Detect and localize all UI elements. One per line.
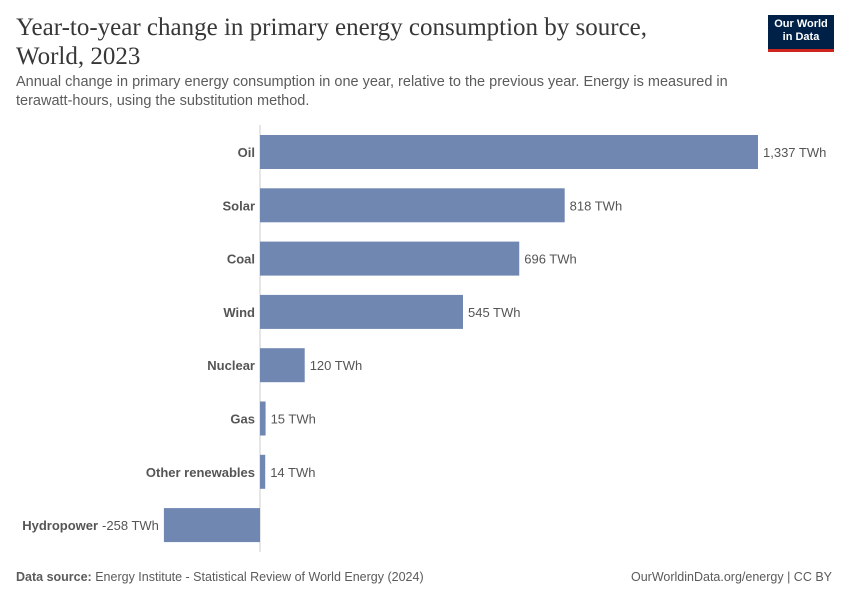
bar-value-label: 1,337 TWh xyxy=(763,145,826,160)
data-source-label: Data source: xyxy=(16,570,92,584)
bar-solar[interactable] xyxy=(260,188,565,223)
chart-title: Year-to-year change in primary energy co… xyxy=(16,14,648,70)
bar-wind[interactable] xyxy=(260,294,463,329)
data-source: Data source: Energy Institute - Statisti… xyxy=(16,570,424,584)
data-source-link[interactable]: Energy Institute - Statistical Review of… xyxy=(95,570,424,584)
logo-line-2: in Data xyxy=(782,31,820,43)
owid-logo[interactable]: Our World in Data xyxy=(768,15,834,52)
logo-line-1: Our World xyxy=(774,18,828,30)
bar-hydropower[interactable] xyxy=(163,508,260,543)
category-label: Wind xyxy=(223,305,255,320)
chart-subtitle: Annual change in primary energy consumpt… xyxy=(16,74,728,109)
bar-value-label: 818 TWh xyxy=(570,198,623,213)
bar-value-label: 696 TWh xyxy=(524,252,577,267)
bar-oil[interactable] xyxy=(260,135,758,169)
footer-attribution[interactable]: OurWorldinData.org/energy | CC BY xyxy=(630,570,832,584)
bar-coal[interactable] xyxy=(260,241,520,276)
bar-chart: 1,337 TWh Oil 818 TWh Solar 696 TWh Coal 545 T… xyxy=(22,125,826,552)
bar-value-label: -258 TWh xyxy=(102,518,159,533)
bar-value-label: 15 TWh xyxy=(271,412,316,427)
bar-value-label: 120 TWh xyxy=(310,358,363,373)
bar-value-label: 14 TWh xyxy=(270,465,315,480)
category-label: Solar xyxy=(222,198,255,213)
category-label: Gas xyxy=(230,412,255,427)
bar-value-label: 545 TWh xyxy=(468,305,521,320)
bar-nuclear[interactable] xyxy=(260,348,305,383)
category-label: Hydropower xyxy=(22,518,98,533)
bar-other-renewables[interactable] xyxy=(260,454,266,489)
category-label: Other renewables xyxy=(146,465,255,480)
category-label: Oil xyxy=(238,145,255,160)
bar-gas[interactable] xyxy=(260,401,266,436)
category-label: Nuclear xyxy=(207,358,255,373)
category-label: Coal xyxy=(227,252,255,267)
